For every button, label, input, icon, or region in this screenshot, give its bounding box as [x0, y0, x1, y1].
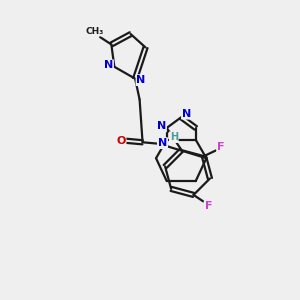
Text: N: N	[182, 109, 191, 119]
Text: N: N	[157, 122, 166, 131]
Text: O: O	[116, 136, 126, 146]
Text: N: N	[136, 75, 146, 85]
Text: N: N	[104, 60, 113, 70]
Text: F: F	[217, 142, 225, 152]
Text: H: H	[170, 132, 178, 142]
Text: N: N	[158, 138, 167, 148]
Text: F: F	[205, 201, 212, 211]
Text: CH₃: CH₃	[86, 27, 104, 36]
